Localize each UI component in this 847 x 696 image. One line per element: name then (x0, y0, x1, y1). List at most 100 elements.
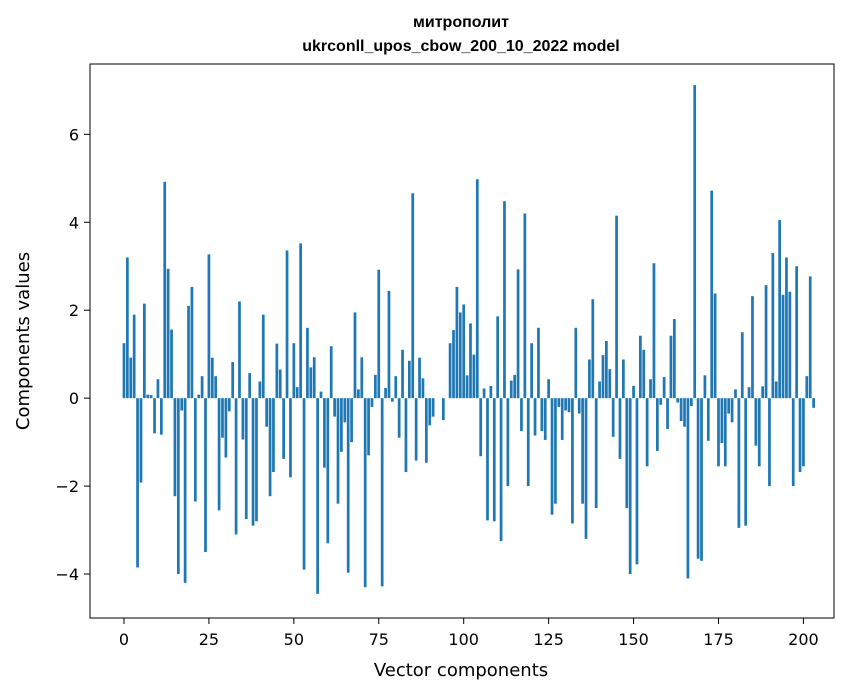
bar-component-112 (503, 201, 506, 399)
bar-component-39 (255, 398, 258, 522)
bar-component-130 (564, 398, 567, 411)
bar-component-157 (655, 398, 659, 451)
bar-component-70 (360, 357, 364, 399)
bar-component-154 (645, 398, 649, 467)
bar-component-189 (764, 285, 768, 399)
bar-component-66 (346, 398, 350, 573)
bar-component-74 (374, 374, 377, 399)
bar-component-140 (598, 381, 601, 399)
bar-component-191 (771, 253, 775, 399)
bar-component-132 (571, 398, 574, 524)
bar-component-174 (713, 293, 717, 399)
bar-component-34 (238, 301, 241, 399)
y-tick-label-6: 6 (69, 125, 79, 144)
bar-component-71 (363, 398, 367, 588)
bar-component-143 (608, 369, 612, 399)
bar-component-182 (740, 332, 744, 399)
bar-component-36 (244, 398, 248, 520)
bar-component-195 (785, 257, 788, 399)
bar-component-53 (302, 398, 306, 570)
bar-component-146 (618, 398, 622, 459)
bar-component-169 (696, 398, 700, 559)
bar-component-90 (428, 398, 432, 426)
bar-component-9 (153, 398, 156, 434)
bar-component-12 (163, 181, 167, 399)
bar-component-11 (159, 398, 163, 435)
bar-component-5 (139, 398, 143, 483)
bar-component-117 (520, 398, 523, 432)
bar-component-0 (122, 343, 126, 399)
y-tick-label-2: 2 (69, 301, 79, 320)
bar-component-26 (210, 357, 214, 399)
y-tick-label-4: 4 (69, 213, 79, 232)
bar-component-173 (710, 190, 714, 399)
bar-component-113 (506, 398, 510, 487)
bar-component-54 (306, 327, 309, 399)
bar-component-13 (166, 268, 170, 399)
bar-component-148 (625, 398, 629, 509)
bar-component-97 (452, 330, 455, 399)
bar-component-3 (132, 314, 136, 399)
bar-component-60 (326, 398, 330, 544)
bar-component-80 (394, 376, 398, 399)
bar-component-180 (734, 389, 737, 399)
bar-component-32 (231, 362, 235, 399)
chart-title-line1: митрополит (413, 14, 509, 31)
bar-component-63 (336, 398, 340, 504)
bar-component-43 (268, 398, 272, 497)
bar-component-116 (516, 269, 520, 399)
bar-component-48 (285, 250, 289, 399)
bar-component-33 (234, 398, 238, 535)
bar-component-58 (319, 391, 323, 399)
bar-component-46 (278, 369, 282, 399)
bar-component-17 (180, 398, 184, 411)
bar-component-170 (700, 398, 703, 561)
bar-component-196 (788, 291, 792, 399)
bar-component-141 (601, 355, 605, 399)
bar-component-147 (622, 359, 625, 399)
x-tick-label-200: 200 (788, 630, 819, 649)
bar-component-20 (190, 286, 194, 399)
bar-component-144 (611, 398, 615, 437)
bar-component-87 (418, 357, 421, 399)
chart-title-line2: ukrconll_upos_cbow_200_10_2022 model (302, 38, 619, 55)
bar-component-151 (635, 398, 639, 565)
bar-component-179 (730, 398, 734, 423)
bar-component-84 (407, 360, 411, 399)
bar-component-119 (526, 398, 530, 487)
bar-component-100 (462, 304, 466, 399)
bar-component-56 (312, 357, 316, 399)
y-tick-label--4: −4 (55, 565, 79, 584)
bar-component-101 (465, 375, 469, 399)
bar-component-102 (469, 323, 472, 399)
bar-component-40 (258, 381, 262, 399)
bar-component-109 (492, 398, 496, 522)
bar-component-104 (475, 179, 479, 399)
bar-component-129 (560, 398, 564, 440)
bar-component-145 (615, 215, 618, 399)
bar-component-57 (316, 398, 319, 594)
x-tick-label-0: 0 (119, 630, 129, 649)
y-axis-label: Components values (13, 252, 34, 430)
bar-component-45 (275, 343, 279, 399)
x-tick-label-75: 75 (369, 630, 389, 649)
bar-component-149 (628, 398, 632, 575)
y-axis-ticks: −4 −2 0 2 4 6 (55, 125, 90, 584)
bar-component-51 (295, 387, 299, 399)
bar-component-125 (547, 379, 550, 399)
bar-component-67 (350, 398, 353, 443)
bar-component-177 (723, 398, 727, 467)
bar-component-134 (577, 398, 581, 414)
bar-component-107 (486, 398, 489, 521)
bar-component-168 (693, 85, 697, 399)
bar-component-172 (706, 398, 710, 441)
bar-component-181 (737, 398, 741, 528)
bar-component-159 (662, 377, 666, 399)
bar-component-127 (554, 398, 557, 504)
bar-component-47 (282, 398, 285, 459)
bar-component-150 (632, 385, 635, 399)
bar-component-65 (343, 398, 347, 423)
bar-component-187 (757, 398, 761, 467)
bar-component-30 (224, 398, 228, 458)
